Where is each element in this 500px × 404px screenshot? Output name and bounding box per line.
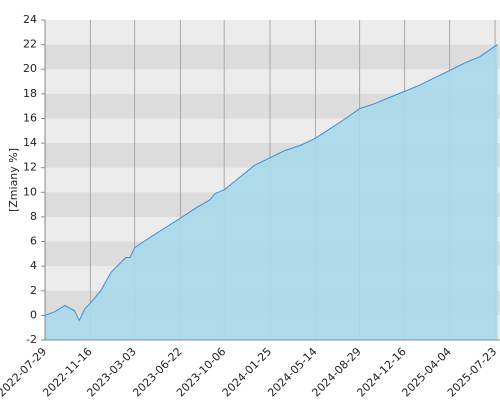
- y-tick-label: 12: [23, 161, 37, 174]
- y-tick-label: 20: [23, 62, 37, 75]
- band: [45, 44, 500, 70]
- y-tick-label: 24: [23, 13, 37, 26]
- y-tick-label: 10: [23, 185, 37, 198]
- y-axis-label: [Zmiany %]: [7, 148, 20, 212]
- y-tick-label: 18: [23, 87, 37, 100]
- y-tick-label: 0: [30, 308, 37, 321]
- y-tick-label: 6: [30, 235, 37, 248]
- y-tick-label: 4: [30, 259, 37, 272]
- y-tick-label: 2: [30, 284, 37, 297]
- y-tick-label: 22: [23, 38, 37, 51]
- y-tick-label: 8: [30, 210, 37, 223]
- y-tick-label: 16: [23, 111, 37, 124]
- y-tick-label: 14: [23, 136, 37, 149]
- area: [45, 44, 498, 340]
- y-tick-label: -2: [26, 333, 37, 346]
- x-tick-label: 2025-07-23: [445, 345, 499, 399]
- line: [44, 44, 498, 322]
